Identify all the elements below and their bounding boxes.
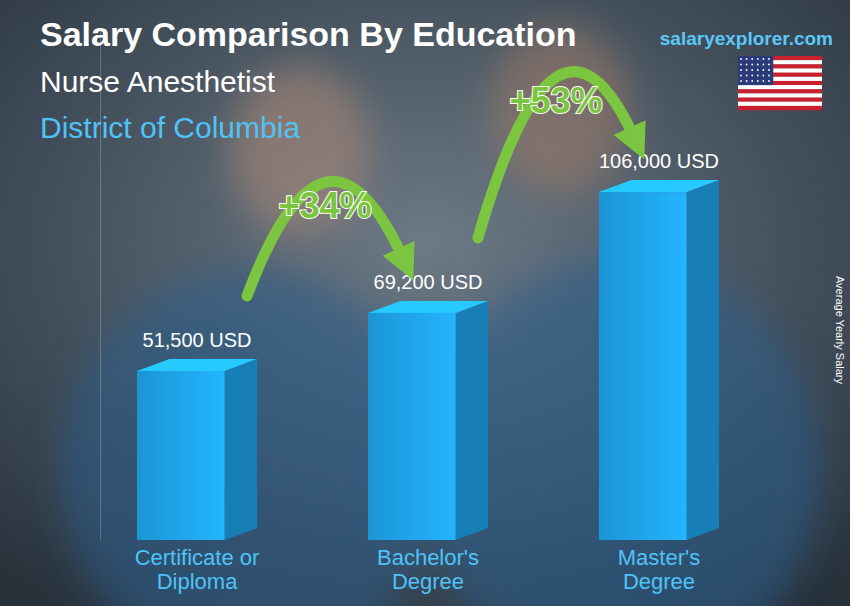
bar-top [599, 180, 719, 192]
flag-canton [738, 56, 773, 85]
flag-star [751, 80, 753, 82]
bar-group [599, 180, 719, 540]
flag-star [768, 80, 770, 82]
flag-star [740, 58, 742, 60]
annotation-arrow [247, 181, 403, 296]
data-label: 106,000 USD [599, 150, 719, 172]
bar [368, 313, 456, 540]
flag-star [751, 75, 753, 77]
bar-side [225, 359, 257, 540]
flag-star [746, 64, 748, 66]
flag-star [757, 80, 759, 82]
flag-star [757, 64, 759, 66]
y-axis [100, 29, 101, 541]
annotation-label: +53% [509, 80, 602, 121]
x-tick-label: Certificate orDiploma [135, 545, 260, 594]
flag-star [763, 58, 765, 60]
data-label: 51,500 USD [143, 329, 252, 351]
data-label: 69,200 USD [374, 271, 483, 293]
flag-star [757, 69, 759, 71]
flag-star [768, 75, 770, 77]
flag-star [763, 69, 765, 71]
x-tick: Certificate orDiploma [135, 542, 260, 594]
flag-stripe [738, 98, 822, 102]
flag-stripe [738, 102, 822, 106]
annotations: +34% +53% [247, 72, 634, 296]
flag-stripe [738, 85, 822, 89]
flag-star [740, 69, 742, 71]
flag-star [768, 69, 770, 71]
flag-star [746, 58, 748, 60]
x-tick-label: Master'sDegree [618, 545, 700, 594]
bar-group [368, 301, 488, 540]
y-axis-title: Average Yearly Salary [834, 276, 846, 385]
flag-stripe [738, 106, 822, 110]
x-tick-label: Bachelor'sDegree [377, 545, 479, 594]
flag-star [763, 64, 765, 66]
flag-star [740, 75, 742, 77]
flag-star [751, 64, 753, 66]
flag-star [757, 58, 759, 60]
source: salaryexplorer.com [660, 28, 833, 49]
flag-star [763, 80, 765, 82]
bar-top [368, 301, 488, 313]
title: Salary Comparison By Education [40, 15, 577, 53]
x-axis: Certificate orDiploma Bachelor'sDegree Mas… [135, 542, 701, 594]
data-labels: 51,500 USD 69,200 USD 106,000 USD [143, 150, 719, 351]
flag-star [768, 64, 770, 66]
location: District of Columbia [40, 111, 300, 144]
bar-side [456, 301, 488, 540]
flag-star [757, 75, 759, 77]
flag-stripe [738, 89, 822, 93]
bars [137, 180, 719, 540]
annotation-arrow [478, 72, 634, 238]
flag-stripe [738, 93, 822, 97]
flag-star [746, 69, 748, 71]
subtitle: Nurse Anesthetist [40, 65, 276, 98]
bar [137, 371, 225, 540]
flag-star [763, 75, 765, 77]
bar [599, 192, 687, 540]
flag-star [751, 69, 753, 71]
x-tick: Bachelor'sDegree [377, 542, 479, 594]
flag-star [768, 58, 770, 60]
flag-star [740, 64, 742, 66]
annotation-label: +34% [278, 185, 371, 226]
flag-star [740, 80, 742, 82]
x-tick: Master'sDegree [618, 542, 700, 594]
flag-star [746, 75, 748, 77]
bar-side [687, 180, 719, 540]
flag-star [746, 80, 748, 82]
flag-star [751, 58, 753, 60]
y-axis-line [100, 29, 101, 541]
bar-top [137, 359, 257, 371]
flag [738, 56, 822, 110]
bar-group [137, 359, 257, 540]
chart-svg: 51,500 USD 69,200 USD 106,000 USD Certifica… [0, 0, 850, 606]
